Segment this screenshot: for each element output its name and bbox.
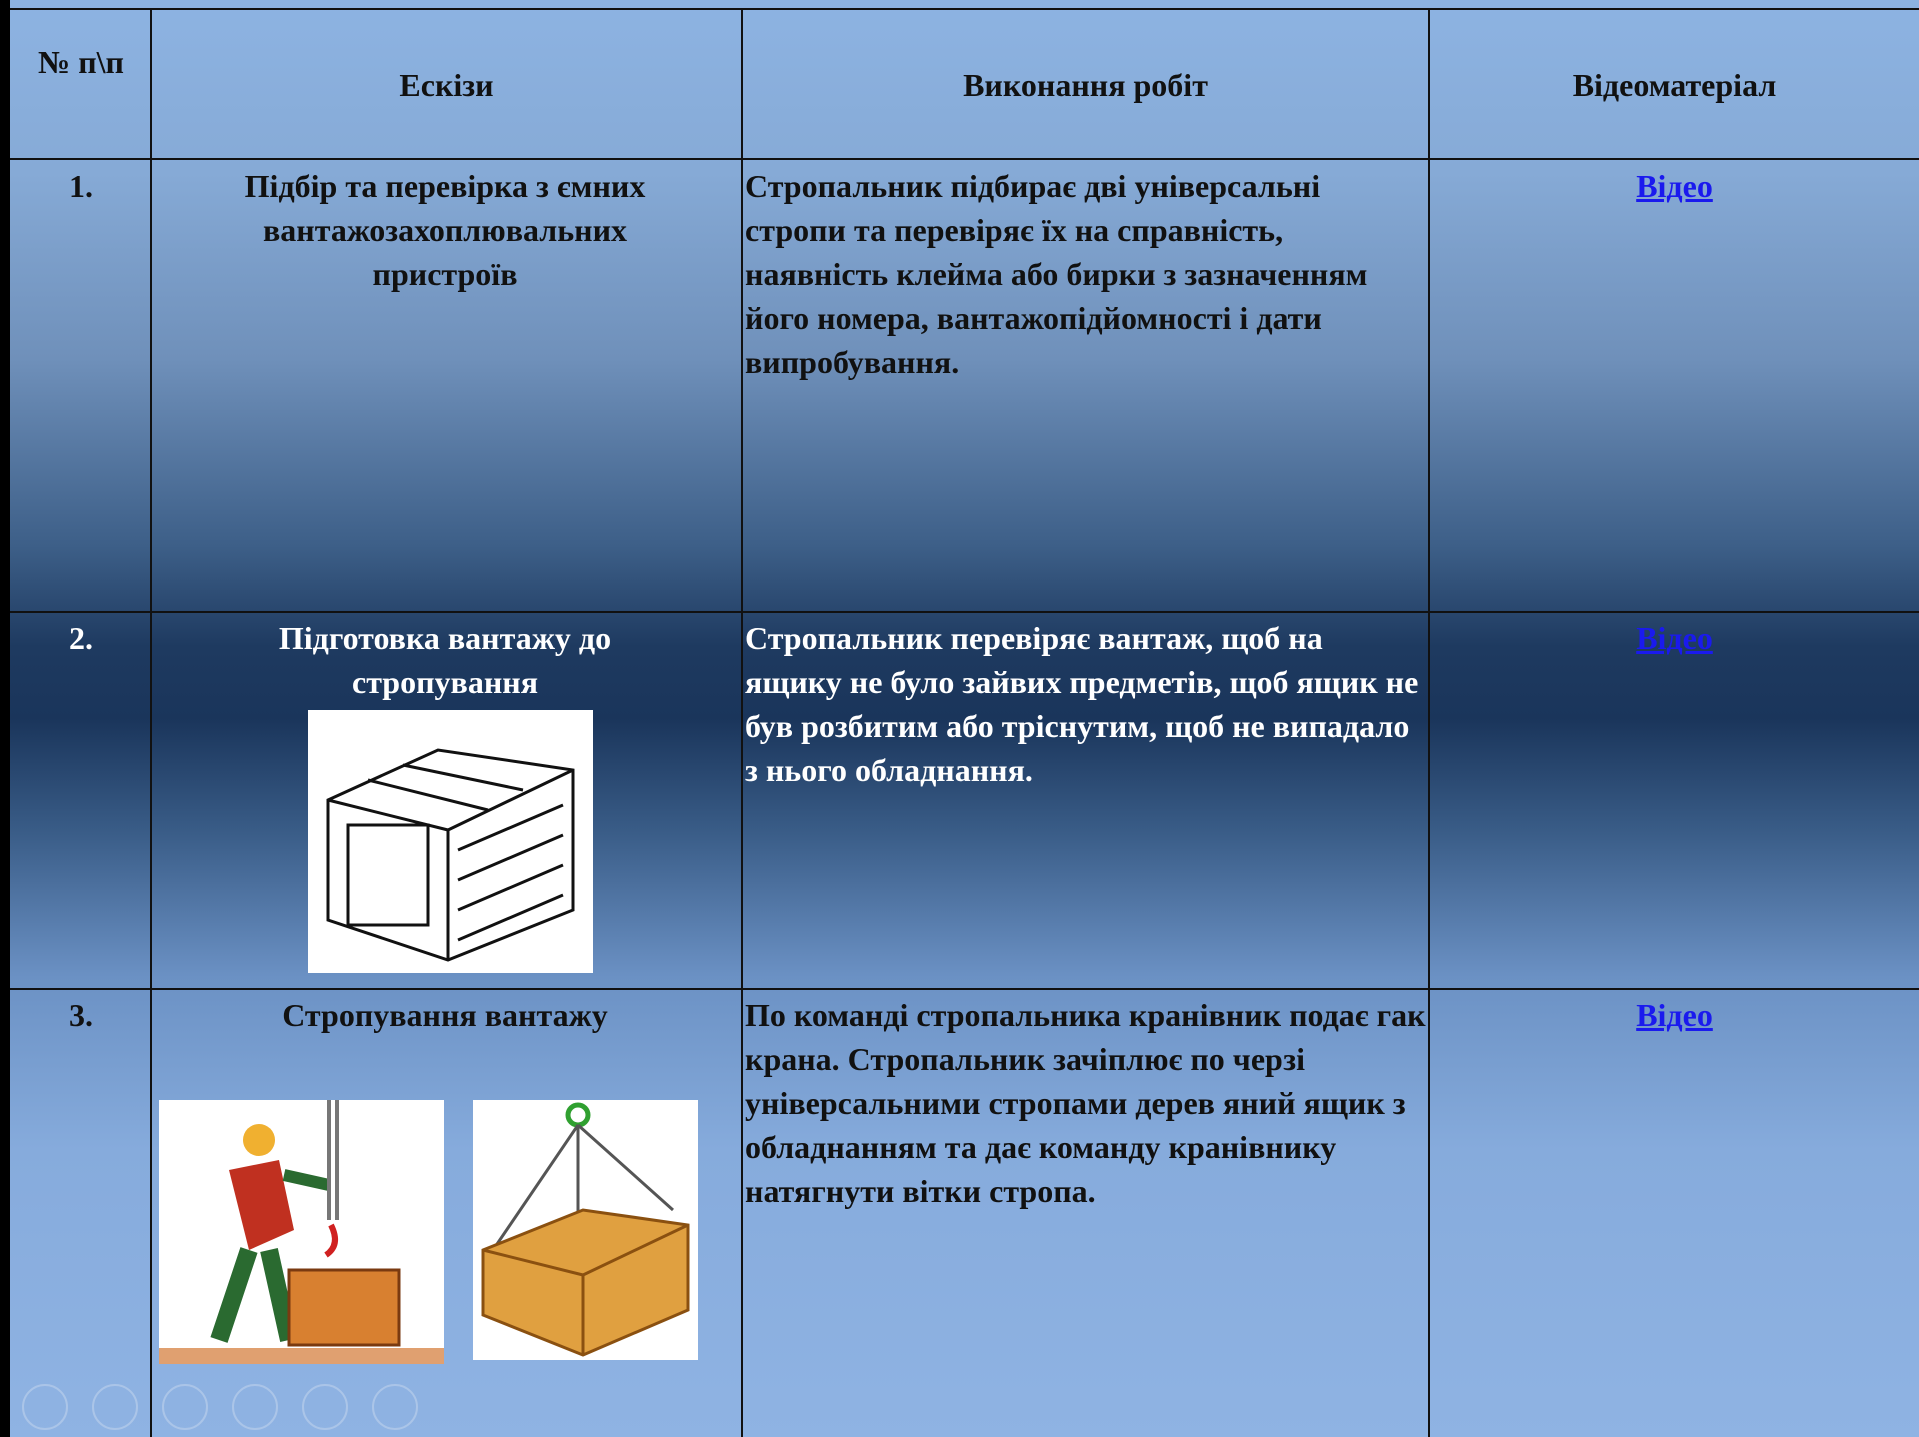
row-number: 1. <box>69 168 93 204</box>
border <box>10 611 1919 613</box>
row-number: 3. <box>69 997 93 1033</box>
crate-lift-image <box>473 1100 698 1360</box>
sketch-title: Підготовка вантажу до стропування <box>278 620 612 700</box>
video-cell: Відео <box>1430 164 1919 208</box>
border <box>741 10 743 1437</box>
header-cell: Відеоматеріал <box>1572 67 1777 103</box>
border <box>1428 10 1430 1437</box>
border <box>10 158 1919 160</box>
video-cell: Відео <box>1430 616 1919 660</box>
header-cell: Ескізи <box>399 67 494 103</box>
video-cell: Відео <box>1430 993 1919 1037</box>
video-link[interactable]: Відео <box>1636 168 1713 204</box>
row-number: 2. <box>69 620 93 656</box>
video-link[interactable]: Відео <box>1636 620 1713 656</box>
crate-image <box>308 710 593 973</box>
worker-image <box>159 1100 444 1364</box>
slideshow-toolbar <box>22 1384 418 1430</box>
video-link[interactable]: Відео <box>1636 997 1713 1033</box>
border <box>10 8 1919 10</box>
work-text: Стропальник підбирає дві універсальні ст… <box>745 168 1368 380</box>
border <box>10 988 1919 990</box>
sketch-title: Стропування вантажу <box>282 997 608 1033</box>
work-text: По команді стропальника кранівник подає … <box>745 997 1426 1209</box>
sketch-title: Підбір та перевірка з ємних вантажозахоп… <box>244 168 646 292</box>
border <box>150 10 152 1437</box>
header-cell: № п\п <box>38 44 124 80</box>
left-bar <box>0 0 10 1437</box>
work-text: Стропальник перевіряє вантаж, щоб на ящи… <box>745 620 1419 788</box>
header-cell: Виконання робіт <box>963 67 1208 103</box>
